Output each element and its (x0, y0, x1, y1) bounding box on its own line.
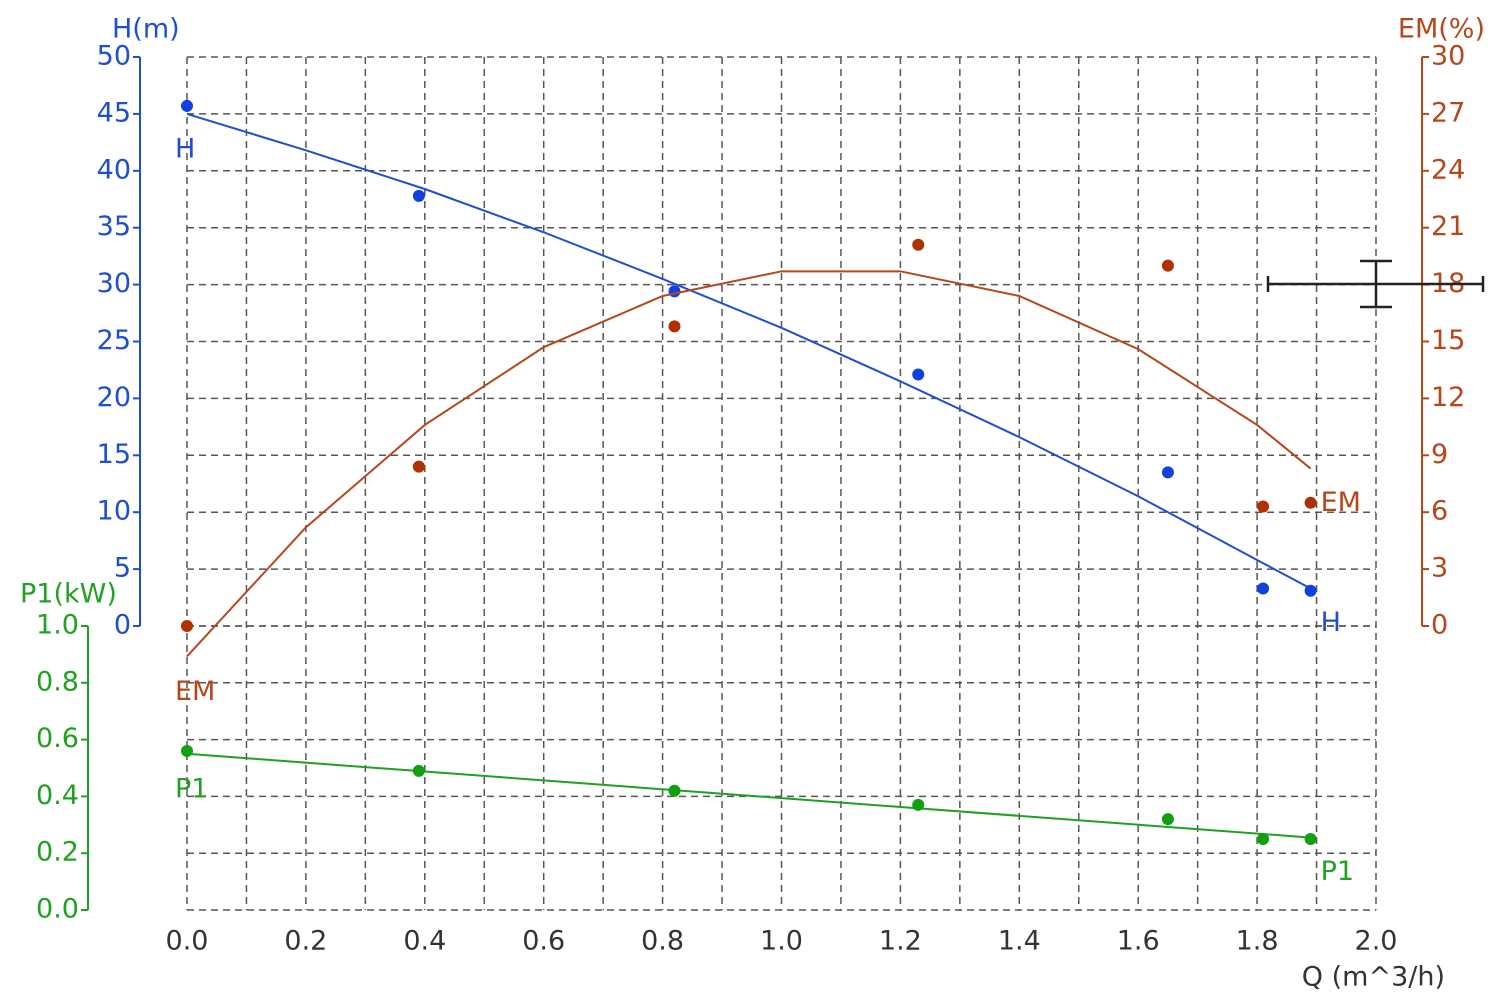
tick-label: 21 (1431, 211, 1465, 242)
data-point (912, 368, 925, 381)
x-axis-title: Q (m^3/h) (1302, 962, 1445, 993)
tick-label: 25 (97, 325, 131, 356)
data-point (1257, 582, 1270, 595)
fit-line (186, 752, 1311, 839)
tick-label: 50 (97, 41, 131, 72)
data-point (668, 285, 681, 298)
tick-label: 0 (114, 610, 131, 641)
x-tick-label: 1.4 (998, 926, 1041, 957)
data-point (1304, 496, 1317, 509)
tick-label: 12 (1431, 382, 1465, 413)
tick-label: 30 (97, 268, 131, 299)
tick-label: 3 (1431, 553, 1448, 584)
data-point (1257, 833, 1270, 845)
tick-label: 5 (114, 553, 131, 584)
cursor-cross (1266, 259, 1485, 309)
x-tick-label: 0.0 (166, 926, 209, 957)
tick-label: 10 (97, 496, 131, 527)
fit-line (186, 270, 1312, 658)
series-label: P1 (175, 773, 208, 804)
tick-label: 0.8 (36, 666, 79, 697)
x-tick-label: 1.8 (1236, 926, 1279, 957)
axis-title: H(m) (112, 14, 180, 45)
data-point (412, 764, 425, 777)
tick-label: 0.6 (36, 723, 79, 754)
data-point (1161, 813, 1174, 826)
x-tick-label: 0.8 (641, 926, 684, 957)
data-point (1304, 833, 1317, 845)
tick-label: 15 (1431, 325, 1465, 356)
tick-label: 40 (97, 154, 131, 185)
tick-label: 27 (1431, 97, 1465, 128)
x-tick-label: 0.6 (522, 926, 565, 957)
tick-label: 6 (1431, 496, 1448, 527)
x-tick-label: 0.4 (403, 926, 446, 957)
fit-line (186, 112, 1312, 590)
data-point (1257, 500, 1270, 513)
data-point (181, 620, 193, 632)
tick-label: 20 (97, 382, 131, 413)
data-point (912, 798, 925, 811)
data-point (668, 784, 681, 797)
data-point (412, 460, 425, 473)
series-label: P1 (1321, 856, 1354, 887)
axis-title: P1(kW) (20, 579, 117, 610)
x-tick-label: 2.0 (1355, 926, 1398, 957)
data-point (912, 238, 925, 251)
series-label: EM (175, 676, 215, 707)
tick-label: 24 (1431, 154, 1465, 185)
data-point (1161, 466, 1174, 479)
series-label: EM (1321, 487, 1361, 518)
data-point (181, 744, 193, 757)
data-point (412, 189, 425, 202)
tick-label: 9 (1431, 439, 1448, 470)
tick-label: 45 (97, 97, 131, 128)
tick-label: 15 (97, 439, 131, 470)
x-tick-label: 0.2 (284, 926, 327, 957)
tick-label: 0 (1431, 610, 1448, 641)
series-label: H (175, 133, 195, 164)
tick-label: 0.0 (36, 894, 79, 925)
data-point (668, 320, 681, 333)
data-point (1161, 259, 1174, 272)
tick-label: 1.0 (36, 610, 79, 641)
x-tick-label: 1.2 (879, 926, 922, 957)
x-tick-label: 1.0 (760, 926, 803, 957)
tick-label: 0.4 (36, 780, 79, 811)
tick-label: 30 (1431, 41, 1465, 72)
series-label: H (1321, 607, 1341, 638)
tick-label: 0.2 (36, 837, 79, 868)
tick-label: 35 (97, 211, 131, 242)
axis-title: EM(%) (1398, 14, 1485, 45)
x-tick-label: 1.6 (1117, 926, 1160, 957)
data-point (181, 99, 193, 112)
data-point (1304, 584, 1317, 597)
